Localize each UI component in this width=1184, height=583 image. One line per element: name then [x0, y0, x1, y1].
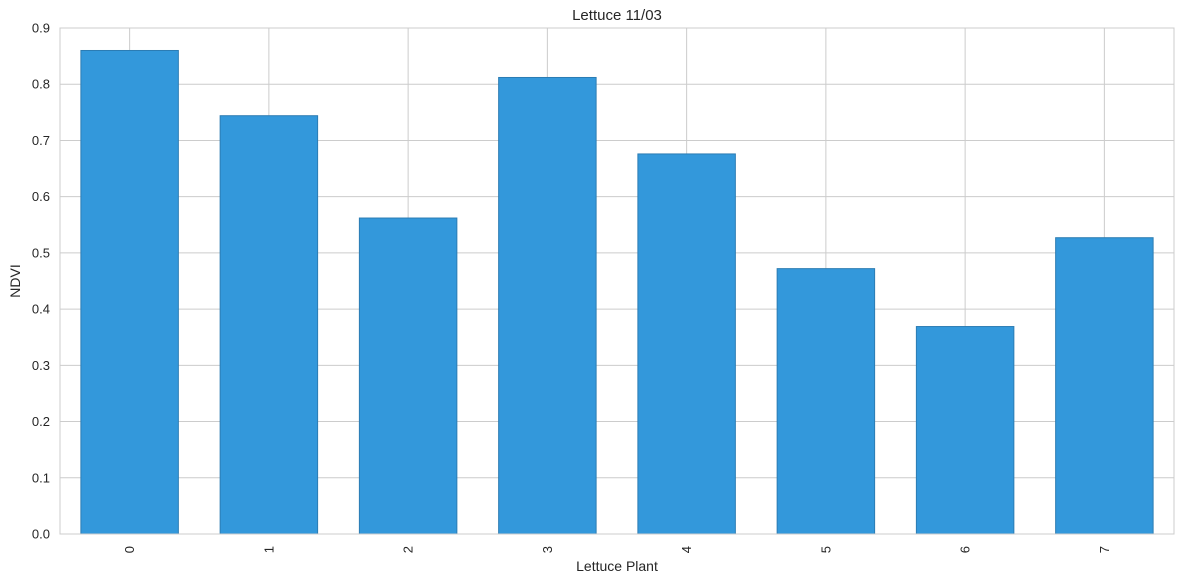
bar-3 — [498, 76, 597, 535]
bar-6 — [915, 326, 1015, 535]
x-tick-label: 7 — [1097, 546, 1112, 553]
x-tick-label: 2 — [401, 546, 416, 553]
y-tick-label: 0.4 — [32, 302, 50, 317]
bar-0 — [80, 49, 179, 535]
y-axis-title: NDVI — [7, 264, 23, 297]
bars — [80, 49, 1154, 535]
y-tick-label: 0.5 — [32, 245, 50, 260]
y-tick-label: 0.0 — [32, 527, 50, 542]
bar-5 — [776, 268, 876, 535]
chart-title: Lettuce 11/03 — [572, 7, 662, 24]
bar-1 — [219, 115, 319, 535]
x-tick-label: 3 — [540, 546, 555, 553]
y-tick-label: 0.8 — [32, 77, 50, 92]
x-axis-title: Lettuce Plant — [576, 558, 658, 574]
bar-4 — [637, 153, 736, 535]
x-tick-label: 4 — [679, 546, 694, 553]
y-tick-label: 0.7 — [32, 133, 50, 148]
y-tick-label: 0.2 — [32, 414, 50, 429]
bar-2 — [358, 217, 458, 535]
x-tick-label: 1 — [261, 546, 276, 553]
y-tick-label: 0.3 — [32, 358, 50, 373]
plot-frame — [59, 27, 1175, 535]
bar-7 — [1055, 237, 1154, 535]
y-tick-label: 0.6 — [32, 189, 50, 204]
y-tick-label: 0.9 — [32, 21, 50, 36]
x-tick-label: 6 — [958, 546, 973, 553]
x-tick-labels: 0 1 2 3 4 5 6 7 — [122, 546, 1112, 553]
y-tick-labels: 0.0 0.1 0.2 0.3 0.4 0.5 0.6 0.7 0.8 0.9 — [32, 21, 50, 542]
y-tick-label: 0.1 — [32, 470, 50, 485]
x-tick-label: 0 — [122, 546, 137, 553]
x-tick-label: 5 — [818, 546, 833, 553]
